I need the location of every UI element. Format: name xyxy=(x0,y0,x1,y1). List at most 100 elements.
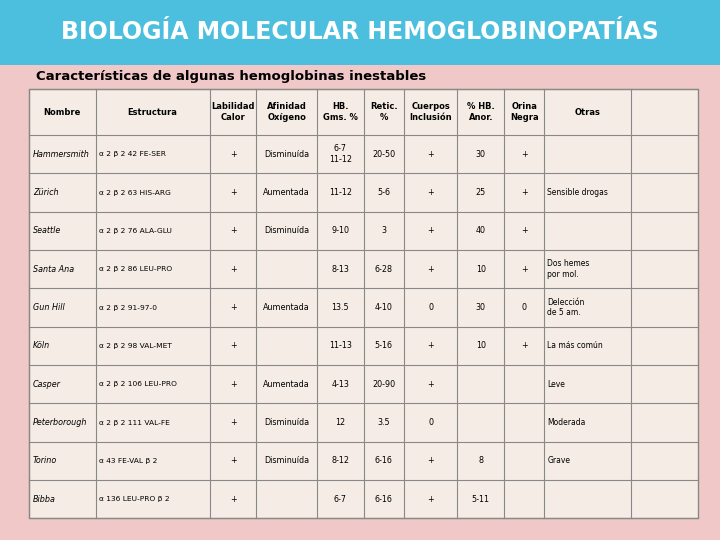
Text: +: + xyxy=(230,495,236,504)
Text: Delección
de 5 am.: Delección de 5 am. xyxy=(547,298,585,317)
Text: 8: 8 xyxy=(478,456,483,465)
Text: +: + xyxy=(427,150,434,159)
Text: +: + xyxy=(521,150,528,159)
Text: +: + xyxy=(230,188,236,197)
Text: Hammersmith: Hammersmith xyxy=(33,150,90,159)
Text: 6-16: 6-16 xyxy=(374,456,392,465)
Text: 10: 10 xyxy=(476,341,486,350)
Text: Moderada: Moderada xyxy=(547,418,585,427)
Text: +: + xyxy=(427,265,434,274)
Text: Aumentada: Aumentada xyxy=(264,188,310,197)
Text: +: + xyxy=(521,341,528,350)
Text: Cuerpos
Inclusión: Cuerpos Inclusión xyxy=(409,103,452,122)
Text: +: + xyxy=(230,341,236,350)
Text: 8-12: 8-12 xyxy=(331,456,349,465)
Text: 3.5: 3.5 xyxy=(377,418,390,427)
Text: +: + xyxy=(230,150,236,159)
Text: +: + xyxy=(230,380,236,389)
Text: La más común: La más común xyxy=(547,341,603,350)
Text: α 2 β 2 76 ALA-GLU: α 2 β 2 76 ALA-GLU xyxy=(99,228,171,234)
Text: 11-12: 11-12 xyxy=(328,188,351,197)
Text: α 43 FE-VAL β 2: α 43 FE-VAL β 2 xyxy=(99,458,157,464)
Text: +: + xyxy=(230,265,236,274)
Text: Orina
Negra: Orina Negra xyxy=(510,103,539,122)
Text: +: + xyxy=(427,188,434,197)
Text: 3: 3 xyxy=(381,226,386,235)
Text: Disminuída: Disminuída xyxy=(264,456,309,465)
Text: 8-13: 8-13 xyxy=(331,265,349,274)
Text: Gun Hill: Gun Hill xyxy=(33,303,65,312)
Text: BIOLOGÍA MOLECULAR HEMOGLOBINOPATÍAS: BIOLOGÍA MOLECULAR HEMOGLOBINOPATÍAS xyxy=(61,21,659,44)
Text: +: + xyxy=(230,226,236,235)
Text: 30: 30 xyxy=(476,303,486,312)
Text: Dos hemes
por mol.: Dos hemes por mol. xyxy=(547,260,590,279)
Text: +: + xyxy=(521,265,528,274)
Text: Santa Ana: Santa Ana xyxy=(33,265,74,274)
Text: Sensible drogas: Sensible drogas xyxy=(547,188,608,197)
Text: +: + xyxy=(427,456,434,465)
Text: Retic.
%: Retic. % xyxy=(370,103,397,122)
Text: +: + xyxy=(230,456,236,465)
Text: Disminuída: Disminuída xyxy=(264,150,309,159)
Text: +: + xyxy=(521,188,528,197)
Text: Torino: Torino xyxy=(33,456,58,465)
Text: α 136 LEU-PRO β 2: α 136 LEU-PRO β 2 xyxy=(99,496,169,502)
Text: HB.
Gms. %: HB. Gms. % xyxy=(323,103,358,122)
Text: α 2 β 2 106 LEU-PRO: α 2 β 2 106 LEU-PRO xyxy=(99,381,176,387)
Text: Estructura: Estructura xyxy=(127,107,178,117)
Text: 12: 12 xyxy=(335,418,345,427)
Text: Casper: Casper xyxy=(33,380,61,389)
Text: α 2 β 2 86 LEU-PRO: α 2 β 2 86 LEU-PRO xyxy=(99,266,172,272)
Text: Peterborough: Peterborough xyxy=(33,418,88,427)
Text: α 2 β 2 111 VAL-FE: α 2 β 2 111 VAL-FE xyxy=(99,420,169,426)
Text: Otras: Otras xyxy=(575,107,601,117)
Text: 9-10: 9-10 xyxy=(331,226,349,235)
Text: 13.5: 13.5 xyxy=(331,303,349,312)
Text: 6-7
11-12: 6-7 11-12 xyxy=(328,145,351,164)
Text: 30: 30 xyxy=(476,150,486,159)
Text: Seattle: Seattle xyxy=(33,226,61,235)
Text: Aumentada: Aumentada xyxy=(264,303,310,312)
Text: +: + xyxy=(427,226,434,235)
Text: 0: 0 xyxy=(428,303,433,312)
Text: α 2 β 2 63 HIS-ARG: α 2 β 2 63 HIS-ARG xyxy=(99,190,171,195)
Text: Zürich: Zürich xyxy=(33,188,59,197)
Text: 6-28: 6-28 xyxy=(374,265,392,274)
Text: Leve: Leve xyxy=(547,380,565,389)
Text: 6-16: 6-16 xyxy=(374,495,392,504)
Text: 11-13: 11-13 xyxy=(329,341,351,350)
Text: α 2 β 2 98 VAL-MET: α 2 β 2 98 VAL-MET xyxy=(99,343,171,349)
Text: +: + xyxy=(521,226,528,235)
Text: 40: 40 xyxy=(476,226,486,235)
Text: 6-7: 6-7 xyxy=(333,495,346,504)
Text: 25: 25 xyxy=(476,188,486,197)
Text: Köln: Köln xyxy=(33,341,50,350)
Text: 4-10: 4-10 xyxy=(374,303,392,312)
Text: α 2 β 2 91-97-0: α 2 β 2 91-97-0 xyxy=(99,305,157,310)
Text: Aumentada: Aumentada xyxy=(264,380,310,389)
Text: +: + xyxy=(427,341,434,350)
Text: Nombre: Nombre xyxy=(44,107,81,117)
Text: Labilidad
Calor: Labilidad Calor xyxy=(211,103,255,122)
Text: +: + xyxy=(427,495,434,504)
Text: % HB.
Anor.: % HB. Anor. xyxy=(467,103,495,122)
Text: Disminuída: Disminuída xyxy=(264,418,309,427)
Text: Bibba: Bibba xyxy=(33,495,56,504)
Text: 10: 10 xyxy=(476,265,486,274)
Text: Grave: Grave xyxy=(547,456,570,465)
Text: 5-16: 5-16 xyxy=(374,341,392,350)
Text: +: + xyxy=(230,303,236,312)
Text: 5-11: 5-11 xyxy=(472,495,490,504)
Text: +: + xyxy=(427,380,434,389)
Text: 0: 0 xyxy=(522,303,527,312)
Text: 4-13: 4-13 xyxy=(331,380,349,389)
Text: 5-6: 5-6 xyxy=(377,188,390,197)
Text: Afinidad
Oxígeno: Afinidad Oxígeno xyxy=(266,103,307,122)
Text: 0: 0 xyxy=(428,418,433,427)
Text: +: + xyxy=(230,418,236,427)
Text: Disminuída: Disminuída xyxy=(264,226,309,235)
Text: Características de algunas hemoglobinas inestables: Características de algunas hemoglobinas … xyxy=(36,70,426,83)
Text: 20-50: 20-50 xyxy=(372,150,395,159)
Text: 20-90: 20-90 xyxy=(372,380,395,389)
Text: α 2 β 2 42 FE-SER: α 2 β 2 42 FE-SER xyxy=(99,151,166,157)
